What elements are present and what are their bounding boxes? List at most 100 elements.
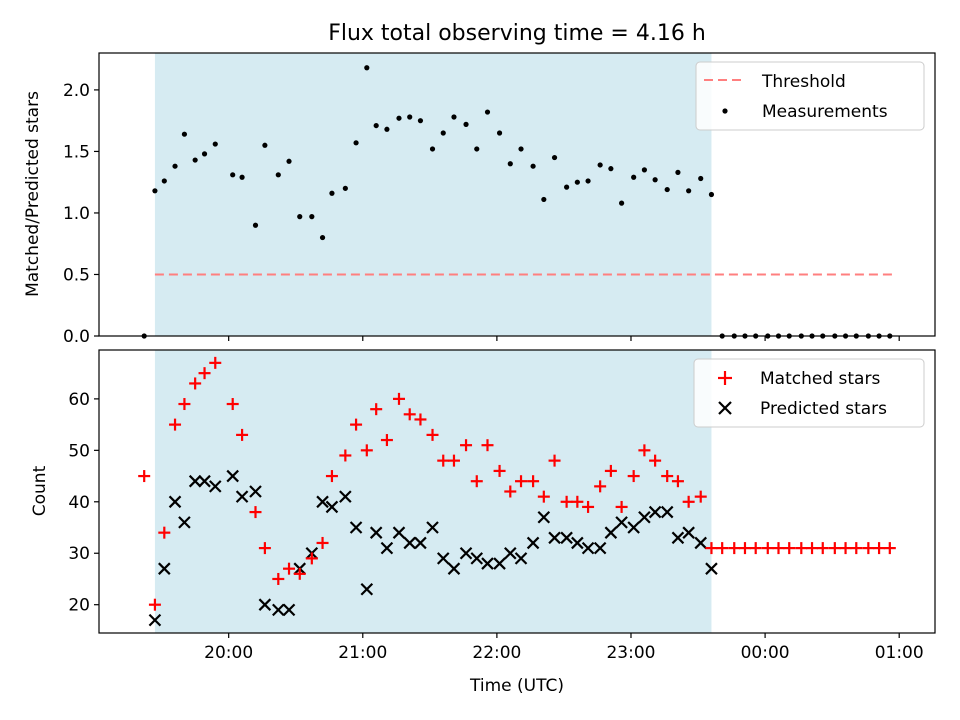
measurement-point — [631, 174, 637, 180]
matched-star-point — [560, 495, 573, 508]
measurement-point — [574, 179, 580, 185]
measurement-point — [664, 186, 670, 193]
top-y-tick-label: 0.5 — [63, 265, 90, 285]
top-legend-box — [695, 61, 925, 131]
matched-star-point — [293, 567, 306, 580]
matched-star-point — [426, 428, 439, 441]
matched-star-point — [537, 490, 550, 503]
predicted-star-point — [604, 526, 618, 539]
matched-star-point — [380, 434, 393, 447]
matched-star-point — [316, 536, 329, 549]
legend-threshold-label: Threshold — [761, 72, 846, 92]
matched-star-point — [883, 542, 896, 555]
predicted-star-point — [638, 510, 651, 524]
matched-star-point — [594, 480, 607, 493]
predicted-star-point — [369, 526, 383, 539]
matched-star-point — [795, 542, 808, 555]
predicted-star-point — [380, 541, 394, 555]
top-y-axis-label: Matched/Predicted stars — [23, 91, 43, 297]
measurement-point — [384, 126, 390, 132]
measurement-point — [192, 157, 198, 163]
matched-star-point — [178, 398, 191, 411]
matched-star-point — [661, 470, 674, 483]
measurement-point — [641, 167, 647, 173]
bottom-y-ticks: 20 30 40 50 60 — [68, 390, 99, 616]
predicted-star-point — [349, 521, 363, 534]
matched-star-point — [460, 439, 473, 452]
matched-star-point — [189, 377, 202, 390]
predicted-star-point — [682, 526, 695, 539]
measurement-point — [708, 191, 715, 198]
matched-star-point — [198, 367, 211, 380]
matched-star-point — [481, 439, 494, 452]
matched-star-point — [749, 542, 762, 555]
matched-star-point — [850, 542, 863, 555]
predicted-star-point — [226, 469, 239, 483]
matched-star-point — [772, 542, 785, 555]
matched-star-point — [226, 398, 239, 411]
matched-star-point — [447, 454, 460, 467]
predicted-star-point — [593, 541, 607, 555]
bottom-x-ticks: 20:00 21:00 22:00 23:00 00:00 01:00 — [204, 633, 924, 663]
matched-star-point — [249, 506, 262, 519]
predicted-star-point — [282, 603, 296, 617]
matched-star-point — [272, 572, 285, 585]
matched-star-point — [138, 470, 151, 483]
measurement-point — [451, 114, 457, 120]
matched-star-point — [873, 542, 886, 555]
predicted-star-point — [615, 516, 628, 529]
legend-predicted-swatch — [718, 401, 732, 415]
matched-star-point — [638, 444, 651, 457]
top-axes-frame — [98, 52, 936, 337]
predicted-star-point — [526, 536, 540, 550]
x-tick-label: 00:00 — [741, 643, 790, 663]
predicted-star-point — [339, 490, 352, 503]
measurement-point — [619, 200, 625, 206]
bottom-panel: 20 30 40 50 60 20:00 21:00 22:00 23:00 00:00 01:0… — [30, 349, 936, 696]
bottom-y-tick-label: 60 — [68, 390, 90, 410]
legend-matched-swatch — [718, 371, 732, 385]
predicted-star-point — [537, 510, 551, 524]
matched-star-point — [209, 356, 222, 369]
predicted-star-point — [660, 505, 674, 519]
predicted-star-point — [158, 562, 171, 575]
matched-star-point — [360, 444, 373, 457]
predicted-star-point — [571, 536, 584, 550]
bottom-legend-box — [693, 358, 925, 428]
predicted-star-point — [627, 521, 640, 534]
matched-star-point — [527, 475, 540, 488]
matched-star-point — [627, 470, 640, 483]
top-x-ticks — [228, 336, 900, 341]
matched-star-point — [370, 403, 383, 416]
measurement-point — [364, 65, 370, 71]
predicted-star-point — [671, 531, 685, 545]
matched-star-point — [806, 542, 819, 555]
predicted-star-point — [560, 531, 573, 545]
bottom-y-tick-label: 20 — [68, 596, 90, 616]
matched-star-point — [158, 526, 171, 539]
matched-star-point — [258, 542, 271, 555]
x-tick-label: 01:00 — [875, 643, 924, 663]
measurement-point — [286, 158, 292, 164]
measurement-point — [530, 163, 536, 169]
top-legend: Threshold Measurements — [695, 61, 925, 131]
matched-star-point — [783, 542, 796, 555]
predicted-star-point — [426, 521, 439, 534]
matched-star-point — [761, 542, 774, 555]
predicted-star-point — [705, 562, 718, 575]
x-tick-label: 21:00 — [338, 643, 387, 663]
predicted-star-point — [392, 526, 406, 539]
predicted-star-point — [325, 500, 339, 514]
measurement-point — [608, 166, 614, 172]
measurement-point — [275, 172, 281, 178]
matched-star-point — [716, 542, 729, 555]
measurement-point — [396, 115, 402, 121]
predicted-star-point — [178, 516, 191, 529]
predicted-star-point — [168, 495, 182, 509]
matched-star-point — [236, 428, 249, 441]
matched-star-point — [470, 475, 483, 488]
matched-star-point — [671, 475, 684, 488]
bottom-y-tick-label: 50 — [68, 441, 90, 461]
predicted-star-point — [504, 546, 517, 560]
